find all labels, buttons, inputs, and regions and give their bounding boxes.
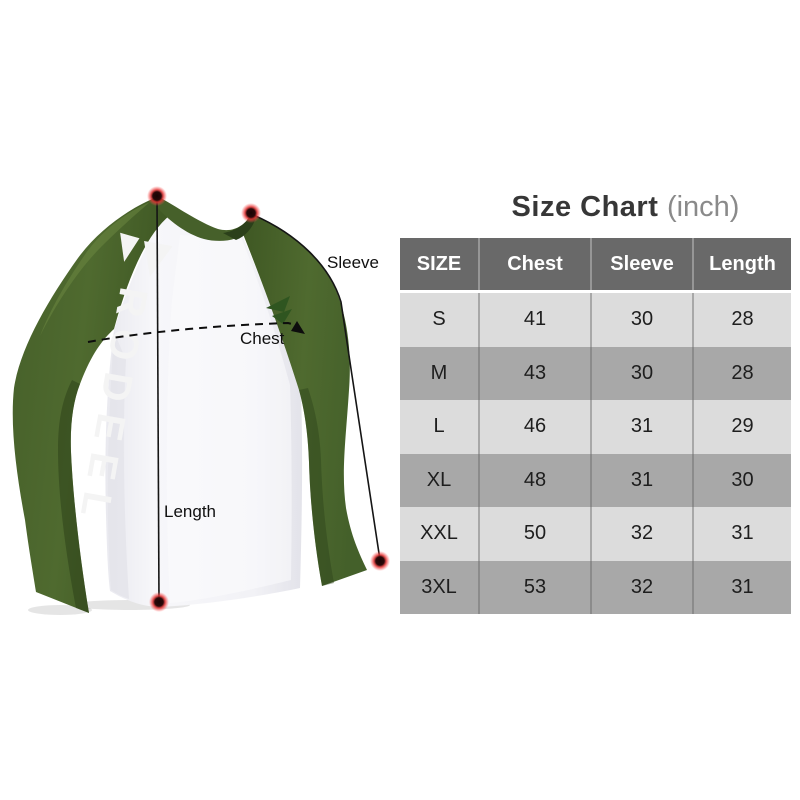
cell-xl-length: 30 [692, 453, 791, 507]
chest-measure-label: Chest [240, 329, 285, 348]
shoulder-dot [147, 186, 167, 206]
cell-xxl-length: 31 [692, 507, 791, 561]
hem-dot [149, 592, 169, 612]
cell-xl-sleeve: 31 [590, 453, 692, 507]
page-title-unit: (inch) [666, 191, 740, 223]
cell-l-length: 29 [692, 400, 791, 454]
cell-s-sleeve: 30 [590, 293, 692, 347]
left-sleeve [12, 197, 170, 613]
length-measure-label: Length [164, 502, 216, 521]
cell-s-size: S [432, 308, 446, 331]
size-table: SIZE Chest Sleeve Length S 41 30 28 M 43 30 28 L 46 3… [400, 238, 791, 614]
cell-xxl-chest: 50 [478, 507, 590, 561]
collar [156, 196, 252, 241]
size-table-body: S 41 30 28 M 43 30 28 L 46 31 29 XL 48 31 30 XXL 50 32 31 3X… [400, 293, 791, 614]
cell-m-sleeve: 30 [590, 346, 692, 400]
cell-3xl-length: 31 [692, 560, 791, 614]
sleeve-brand-logo-icon [120, 232, 173, 277]
table-row-s: S 41 30 28 [400, 293, 791, 347]
shirt-measurement-diagram: RODEEL Sleeve Chest Length [12, 186, 390, 615]
measure-dots [147, 186, 390, 612]
table-row-xxl: XXL 50 32 31 [400, 507, 791, 561]
cell-m-chest: 43 [478, 346, 590, 400]
table-row-l: L 46 31 29 [400, 400, 791, 454]
cell-xxl-sleeve: 32 [590, 507, 692, 561]
table-row-xl: XL 48 31 30 [400, 453, 791, 507]
cell-l-sleeve: 31 [590, 400, 692, 454]
cell-xl-chest: 48 [478, 453, 590, 507]
length-measure-line [156, 196, 160, 603]
cell-s-chest: 41 [478, 293, 590, 347]
page-title-main: Size Chart [511, 191, 659, 223]
cuff-dot [370, 551, 390, 571]
chest-arrowhead [291, 321, 305, 334]
column-header-sleeve: Sleeve [590, 238, 692, 290]
size-table-header: SIZE Chest Sleeve Length [400, 238, 791, 290]
cell-l-chest: 46 [478, 400, 590, 454]
column-header-size: SIZE [416, 252, 462, 275]
page-title: Size Chart (inch) [430, 191, 800, 224]
cell-3xl-chest: 53 [478, 560, 590, 614]
sleeve-measure-line [250, 213, 381, 561]
body-side-panel [107, 332, 129, 599]
table-row-m: M 43 30 28 [400, 346, 791, 400]
chest-brand-logo [266, 296, 292, 324]
cell-m-length: 28 [692, 346, 791, 400]
sleeve-measure-label: Sleeve [327, 253, 379, 272]
cell-m-size: M [430, 361, 448, 384]
column-header-chest: Chest [478, 238, 590, 290]
cell-s-length: 28 [692, 293, 791, 347]
collar-dot [241, 203, 261, 223]
table-row-3xl: 3XL 53 32 31 [400, 560, 791, 614]
cell-3xl-sleeve: 32 [590, 560, 692, 614]
cell-l-size: L [433, 415, 445, 438]
column-header-length: Length [692, 238, 791, 290]
cell-xl-size: XL [426, 468, 452, 491]
cell-xxl-size: XXL [420, 522, 458, 545]
right-sleeve-shading [299, 388, 334, 586]
cell-3xl-size: 3XL [421, 575, 457, 598]
left-sleeve-shading [58, 380, 89, 613]
